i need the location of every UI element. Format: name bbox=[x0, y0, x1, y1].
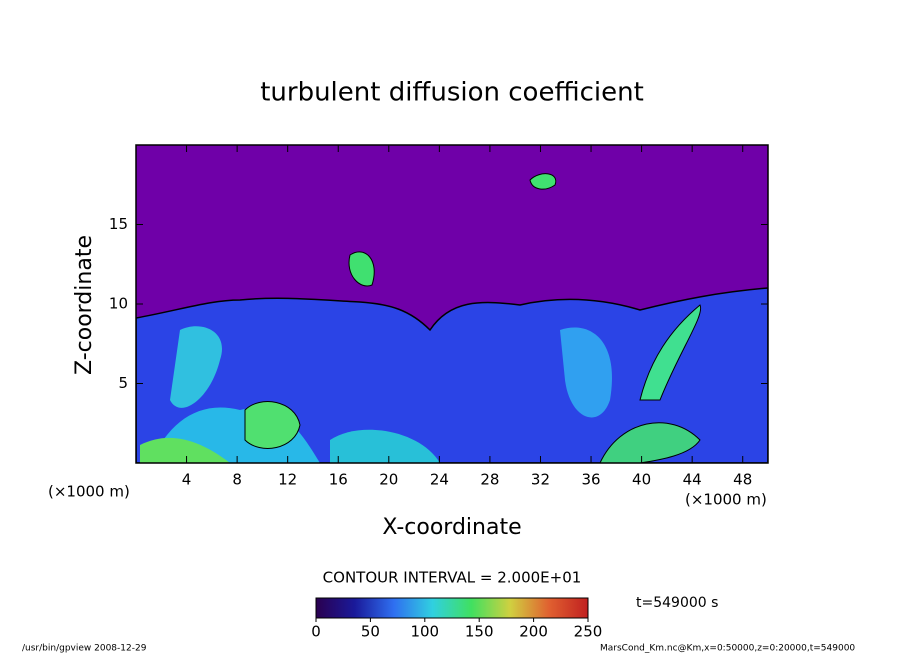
x-tick-label: 36 bbox=[581, 471, 600, 489]
x-tick-label: 16 bbox=[329, 471, 348, 489]
chart-title: turbulent diffusion coefficient bbox=[260, 78, 644, 108]
time-label: t=549000 s bbox=[636, 595, 718, 611]
field-region bbox=[244, 401, 301, 449]
y-tick-label: 10 bbox=[109, 295, 128, 313]
x-tick-label: 4 bbox=[182, 471, 192, 489]
x-tick-label: 44 bbox=[683, 471, 702, 489]
x-tick-label: 8 bbox=[232, 471, 242, 489]
field-region bbox=[560, 327, 612, 418]
footer-left: /usr/bin/gpview 2008-12-29 bbox=[22, 644, 147, 654]
x-axis-title: X-coordinate bbox=[382, 515, 521, 540]
colorbar-tick-label: 150 bbox=[465, 623, 494, 641]
y-unit-label: (×1000 m) bbox=[48, 483, 130, 501]
x-unit-label: (×1000 m) bbox=[685, 491, 767, 509]
contour-field bbox=[136, 145, 768, 463]
field-region bbox=[639, 304, 702, 401]
x-tick-label: 12 bbox=[278, 471, 297, 489]
colorbar-tick-label: 200 bbox=[519, 623, 548, 641]
y-axis-title: Z-coordinate bbox=[72, 235, 97, 375]
x-tick-label: 40 bbox=[632, 471, 651, 489]
field-region bbox=[348, 251, 375, 287]
y-tick-label: 15 bbox=[109, 215, 128, 233]
colorbar-tick-label: 50 bbox=[361, 623, 380, 641]
x-tick-label: 28 bbox=[480, 471, 499, 489]
colorbar-tick-label: 0 bbox=[311, 623, 321, 641]
colorbar-tick-label: 250 bbox=[574, 623, 603, 641]
contour-interval: CONTOUR INTERVAL = 2.000E+01 bbox=[323, 569, 582, 587]
x-tick-label: 20 bbox=[379, 471, 398, 489]
field-region bbox=[170, 326, 222, 408]
x-tick-label: 32 bbox=[531, 471, 550, 489]
field-region bbox=[140, 437, 230, 463]
colorbar-tick-label: 100 bbox=[410, 623, 439, 641]
footer-right: MarsCond_Km.nc@Km,x=0:50000,z=0:20000,t=… bbox=[600, 644, 855, 654]
colorbar bbox=[315, 597, 589, 619]
x-tick-label: 24 bbox=[430, 471, 449, 489]
field-region bbox=[330, 429, 440, 463]
field-region bbox=[529, 173, 557, 190]
y-tick-label: 5 bbox=[118, 374, 128, 392]
x-tick-label: 48 bbox=[733, 471, 752, 489]
field-region bbox=[599, 422, 701, 463]
